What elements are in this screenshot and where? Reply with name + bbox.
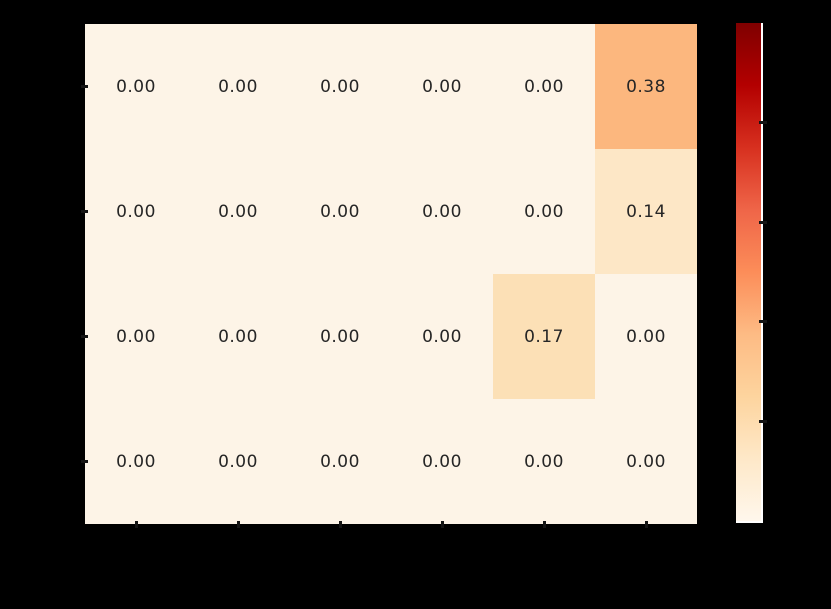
heatmap-cell: 0.00 xyxy=(289,149,391,274)
heatmap-cell: 0.00 xyxy=(187,24,289,149)
x-axis-tick xyxy=(134,521,138,528)
cell-value-label: 0.00 xyxy=(422,451,462,472)
heatmap-cell: 0.00 xyxy=(391,24,493,149)
heatmap-cell: 0.38 xyxy=(595,24,697,149)
cell-value-label: 0.00 xyxy=(218,76,258,97)
cell-value-label: 0.14 xyxy=(626,201,666,222)
x-axis-tick xyxy=(440,521,444,528)
x-axis-tick xyxy=(236,521,240,528)
heatmap-cell: 0.00 xyxy=(85,399,187,524)
colorbar-tick xyxy=(759,121,767,125)
heatmap-cell: 0.00 xyxy=(391,274,493,399)
heatmap-cell: 0.00 xyxy=(85,24,187,149)
colorbar-tick xyxy=(759,220,767,224)
heatmap-cell: 0.00 xyxy=(493,149,595,274)
cell-value-label: 0.00 xyxy=(626,326,666,347)
cell-value-label: 0.00 xyxy=(218,201,258,222)
heatmap-cell: 0.00 xyxy=(595,399,697,524)
heatmap-cell: 0.00 xyxy=(289,24,391,149)
cell-value-label: 0.00 xyxy=(320,451,360,472)
heatmap-cell: 0.00 xyxy=(187,274,289,399)
colorbar-tick xyxy=(759,419,767,423)
y-axis-tick xyxy=(81,210,88,213)
heatmap-cell: 0.00 xyxy=(289,274,391,399)
y-axis-tick xyxy=(81,335,88,338)
heatmap-cell: 0.00 xyxy=(85,274,187,399)
cell-value-label: 0.38 xyxy=(626,76,666,97)
cell-value-label: 0.00 xyxy=(524,201,564,222)
cell-value-label: 0.00 xyxy=(626,451,666,472)
cell-value-label: 0.17 xyxy=(524,326,564,347)
heatmap-cell: 0.00 xyxy=(391,399,493,524)
cell-value-label: 0.00 xyxy=(422,326,462,347)
heatmap-cell: 0.00 xyxy=(493,24,595,149)
heatmap-cell: 0.00 xyxy=(187,149,289,274)
cell-value-label: 0.00 xyxy=(422,201,462,222)
cell-value-label: 0.00 xyxy=(116,201,156,222)
x-axis-tick xyxy=(338,521,342,528)
x-axis-tick xyxy=(644,521,648,528)
heatmap-cell: 0.00 xyxy=(595,274,697,399)
cell-value-label: 0.00 xyxy=(320,326,360,347)
heatmap-cell: 0.00 xyxy=(187,399,289,524)
colorbar xyxy=(736,23,763,523)
cell-value-label: 0.00 xyxy=(524,451,564,472)
colorbar-tick xyxy=(759,320,767,324)
cell-value-label: 0.00 xyxy=(524,76,564,97)
heatmap-cell: 0.00 xyxy=(493,399,595,524)
cell-value-label: 0.00 xyxy=(116,76,156,97)
cell-value-label: 0.00 xyxy=(422,76,462,97)
cell-value-label: 0.00 xyxy=(116,451,156,472)
cell-value-label: 0.00 xyxy=(320,76,360,97)
cell-value-label: 0.00 xyxy=(116,326,156,347)
heatmap-cell: 0.00 xyxy=(391,149,493,274)
y-axis-tick xyxy=(81,460,88,463)
heatmap-cell: 0.00 xyxy=(85,149,187,274)
y-axis-tick xyxy=(81,85,88,88)
heatmap-plot: 0.00 0.00 0.00 0.00 0.00 0.38 0.00 0.00 0.00 0.00… xyxy=(85,24,697,524)
cell-value-label: 0.00 xyxy=(320,201,360,222)
cell-value-label: 0.00 xyxy=(218,451,258,472)
heatmap-cell: 0.00 xyxy=(289,399,391,524)
heatmap-cell: 0.17 xyxy=(493,274,595,399)
cell-value-label: 0.00 xyxy=(218,326,258,347)
heatmap-cell: 0.14 xyxy=(595,149,697,274)
x-axis-tick xyxy=(542,521,546,528)
